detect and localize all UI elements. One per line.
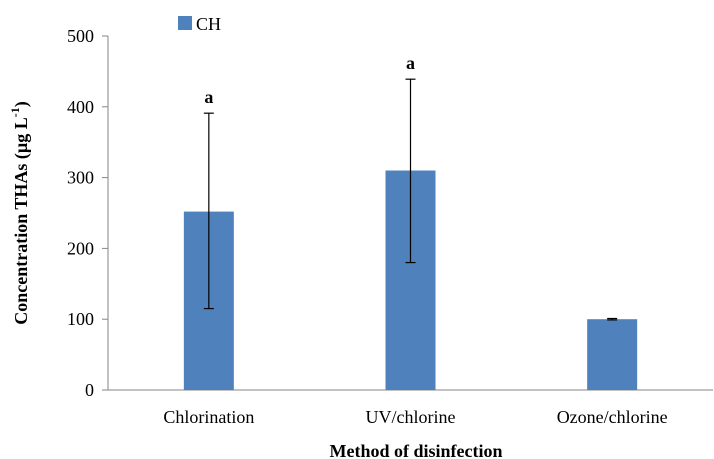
- legend-label-ch: CH: [196, 14, 221, 34]
- y-axis-title-superscript: -1: [8, 107, 22, 117]
- y-tick-label: 0: [85, 380, 94, 400]
- y-tick-label: 500: [67, 26, 94, 46]
- x-tick-label: Ozone/chlorine: [557, 407, 668, 427]
- significance-label: a: [204, 87, 213, 107]
- y-ticks: 0 100 200 300 400 500: [67, 26, 108, 400]
- y-tick-label: 200: [67, 238, 94, 258]
- y-tick-label: 100: [67, 309, 94, 329]
- legend-swatch-ch: [178, 16, 192, 30]
- x-tick-label: Chlorination: [163, 407, 254, 427]
- x-axis-title: Method of disinfection: [330, 441, 503, 459]
- y-axis-title: Concentration THAs (µg L-1): [8, 101, 32, 325]
- significance-label: a: [406, 53, 415, 73]
- y-axis-title-suffix: ): [11, 101, 32, 107]
- bars: aa: [183, 53, 638, 390]
- y-tick-label: 300: [67, 168, 94, 188]
- bar: [587, 319, 638, 390]
- y-axis-title-main: Concentration THAs (µg L: [11, 117, 32, 325]
- y-tick-label: 400: [67, 97, 94, 117]
- x-tick-labels: Chlorination UV/chlorine Ozone/chlorine: [163, 407, 667, 427]
- x-tick-label: UV/chlorine: [366, 407, 456, 427]
- legend: CH: [178, 14, 221, 34]
